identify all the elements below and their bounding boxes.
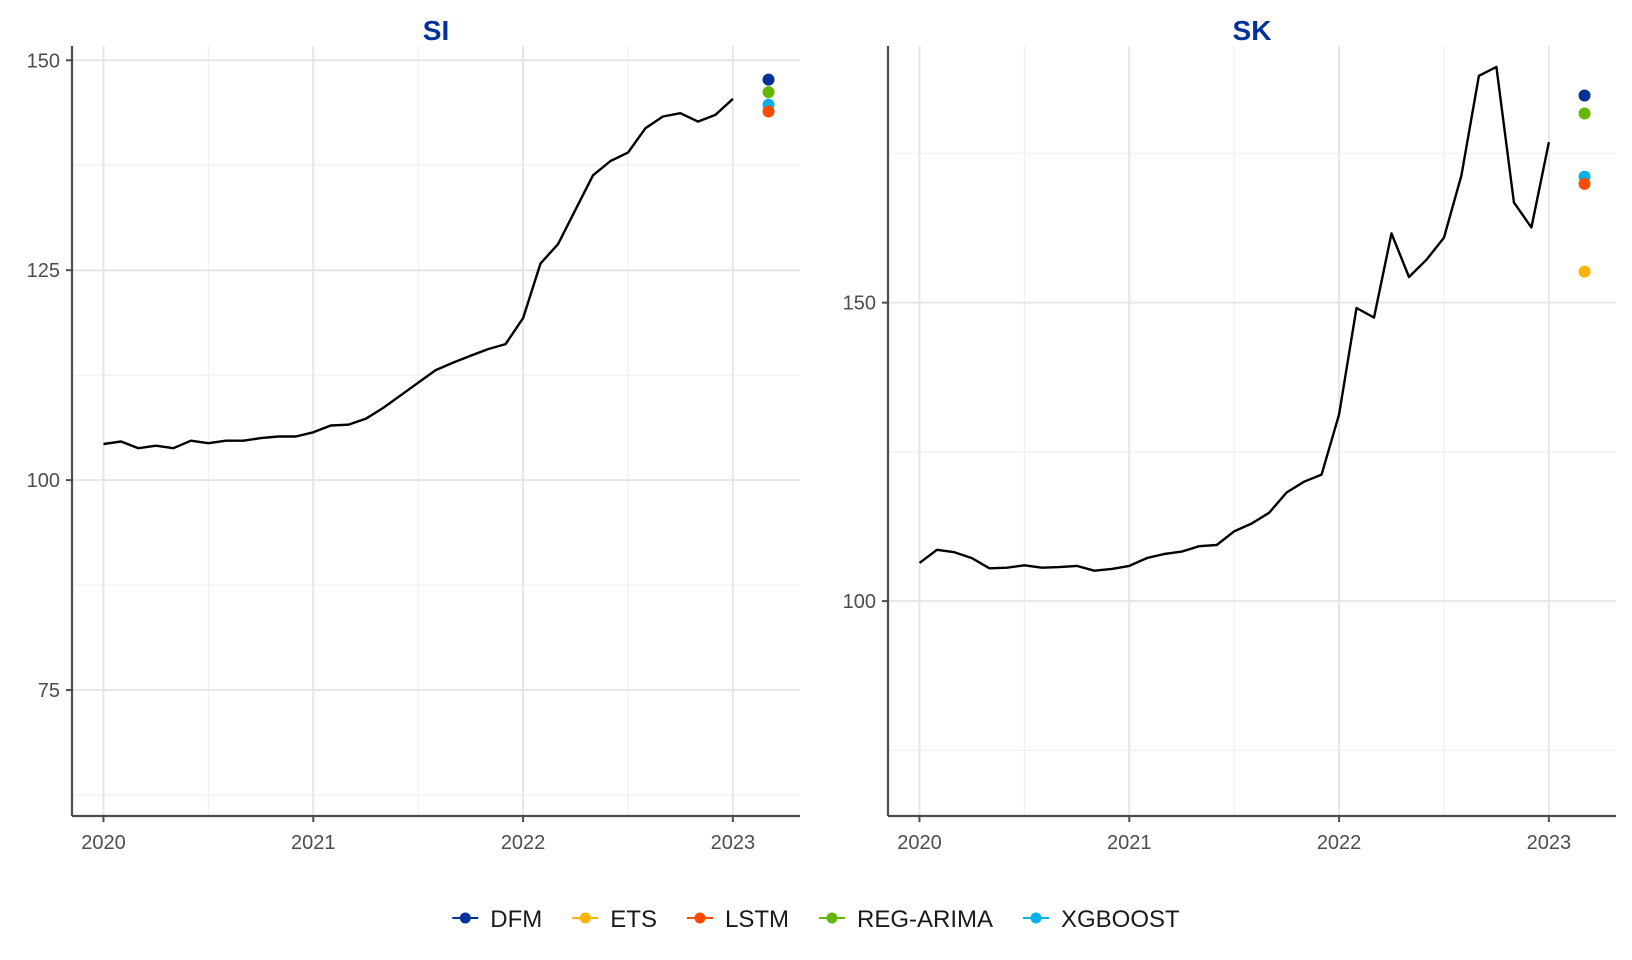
x-tick-label: 2021 [291, 832, 336, 854]
x-tick-label: 2020 [897, 832, 942, 854]
y-tick-labels: 100 150 [843, 293, 876, 613]
x-tick-label: 2022 [501, 832, 546, 854]
actual-series-line [103, 98, 734, 450]
x-tick-label: 2020 [81, 832, 126, 854]
forecast-point-lstm [1578, 177, 1591, 190]
legend-item-xgboost: XGBOOST [1023, 906, 1180, 933]
forecast-point-ets [1578, 265, 1591, 278]
forecast-point-reg-arima [1578, 107, 1591, 120]
y-tick-label: 150 [27, 50, 60, 72]
legend-label: REG-ARIMA [857, 906, 993, 933]
x-tick-label: 2022 [1317, 832, 1362, 854]
forecast-points [1578, 89, 1591, 278]
y-tick-label: 125 [27, 260, 60, 282]
legend-key-dot [579, 912, 591, 924]
panel-si: 75 100 125 150 2020 2021 2022 2023 SI [27, 15, 800, 854]
panel-title: SK [1233, 15, 1272, 46]
forecast-point-lstm [762, 105, 775, 118]
legend-item-dfm: DFM [452, 906, 542, 933]
forecast-point-dfm [1578, 89, 1591, 102]
y-tick-label: 150 [843, 293, 876, 315]
legend-item-reg-arima: REG-ARIMA [818, 906, 993, 933]
legend-key-dot [459, 912, 471, 924]
x-tick-label: 2023 [1527, 832, 1572, 854]
x-tick-labels: 2020 2021 2022 2023 [81, 832, 755, 854]
panel-title: SI [423, 15, 449, 46]
legend-label: XGBOOST [1061, 906, 1180, 933]
legend-key-dot [1030, 912, 1042, 924]
legend-label: LSTM [725, 906, 789, 933]
actual-series-line [918, 65, 1551, 572]
grid [72, 46, 800, 816]
axes [882, 46, 1616, 822]
legend-label: ETS [610, 906, 657, 933]
grid [888, 46, 1616, 816]
legend-key-dot [826, 912, 838, 924]
forecast-point-dfm [762, 73, 775, 86]
axes [66, 46, 800, 822]
legend-label: DFM [490, 906, 542, 933]
y-tick-labels: 75 100 125 150 [27, 50, 60, 702]
x-tick-labels: 2020 2021 2022 2023 [897, 832, 1571, 854]
forecast-point-reg-arima [762, 86, 775, 99]
legend-key-dot [694, 912, 706, 924]
panel-sk: 100 150 2020 2021 2022 2023 SK [843, 15, 1616, 854]
forecast-points [762, 73, 775, 118]
x-tick-label: 2021 [1107, 832, 1152, 854]
legend-item-ets: ETS [572, 906, 657, 933]
legend: DFM ETS LSTM REG-ARIMA XGBOOST [452, 906, 1180, 933]
y-tick-label: 100 [843, 591, 876, 613]
x-tick-label: 2023 [711, 832, 756, 854]
y-tick-label: 100 [27, 470, 60, 492]
y-tick-label: 75 [38, 680, 60, 702]
legend-item-lstm: LSTM [686, 906, 789, 933]
